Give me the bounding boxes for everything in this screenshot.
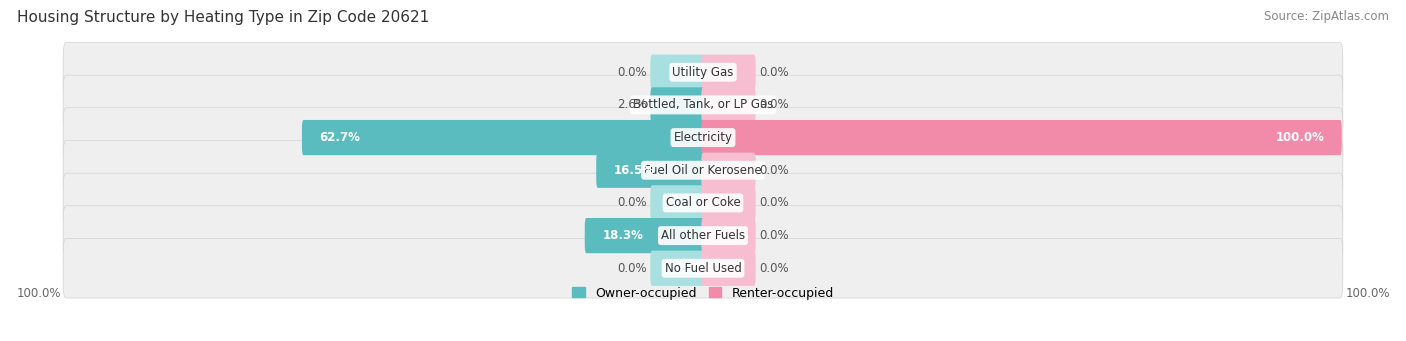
Text: 0.0%: 0.0% [759, 262, 789, 275]
FancyBboxPatch shape [651, 87, 704, 122]
Text: 62.7%: 62.7% [319, 131, 360, 144]
FancyBboxPatch shape [302, 120, 704, 155]
FancyBboxPatch shape [585, 218, 704, 253]
Legend: Owner-occupied, Renter-occupied: Owner-occupied, Renter-occupied [568, 282, 838, 305]
Text: Fuel Oil or Kerosene: Fuel Oil or Kerosene [644, 164, 762, 177]
Text: 100.0%: 100.0% [1275, 131, 1324, 144]
FancyBboxPatch shape [702, 185, 755, 221]
FancyBboxPatch shape [702, 87, 755, 122]
Text: 0.0%: 0.0% [759, 164, 789, 177]
Text: 0.0%: 0.0% [759, 229, 789, 242]
Text: 0.0%: 0.0% [759, 196, 789, 209]
FancyBboxPatch shape [63, 140, 1343, 200]
FancyBboxPatch shape [702, 55, 755, 90]
FancyBboxPatch shape [63, 173, 1343, 233]
Text: Coal or Coke: Coal or Coke [665, 196, 741, 209]
FancyBboxPatch shape [702, 153, 755, 188]
Text: 0.0%: 0.0% [759, 99, 789, 112]
FancyBboxPatch shape [63, 43, 1343, 102]
Text: 100.0%: 100.0% [1346, 287, 1389, 300]
FancyBboxPatch shape [63, 75, 1343, 135]
Text: 0.0%: 0.0% [759, 66, 789, 79]
Text: No Fuel Used: No Fuel Used [665, 262, 741, 275]
FancyBboxPatch shape [702, 218, 755, 253]
FancyBboxPatch shape [651, 185, 704, 221]
FancyBboxPatch shape [651, 251, 704, 286]
Text: Source: ZipAtlas.com: Source: ZipAtlas.com [1264, 10, 1389, 23]
FancyBboxPatch shape [651, 55, 704, 90]
FancyBboxPatch shape [702, 120, 1341, 155]
Text: 18.3%: 18.3% [602, 229, 643, 242]
FancyBboxPatch shape [63, 238, 1343, 298]
Text: Bottled, Tank, or LP Gas: Bottled, Tank, or LP Gas [633, 99, 773, 112]
Text: Housing Structure by Heating Type in Zip Code 20621: Housing Structure by Heating Type in Zip… [17, 10, 429, 25]
FancyBboxPatch shape [702, 251, 755, 286]
Text: Utility Gas: Utility Gas [672, 66, 734, 79]
FancyBboxPatch shape [63, 108, 1343, 167]
Text: 2.6%: 2.6% [617, 99, 647, 112]
FancyBboxPatch shape [596, 153, 704, 188]
Text: 0.0%: 0.0% [617, 66, 647, 79]
Text: Electricity: Electricity [673, 131, 733, 144]
Text: 0.0%: 0.0% [617, 262, 647, 275]
FancyBboxPatch shape [63, 206, 1343, 265]
Text: 16.5%: 16.5% [614, 164, 655, 177]
Text: 0.0%: 0.0% [617, 196, 647, 209]
Text: All other Fuels: All other Fuels [661, 229, 745, 242]
Text: 100.0%: 100.0% [17, 287, 60, 300]
